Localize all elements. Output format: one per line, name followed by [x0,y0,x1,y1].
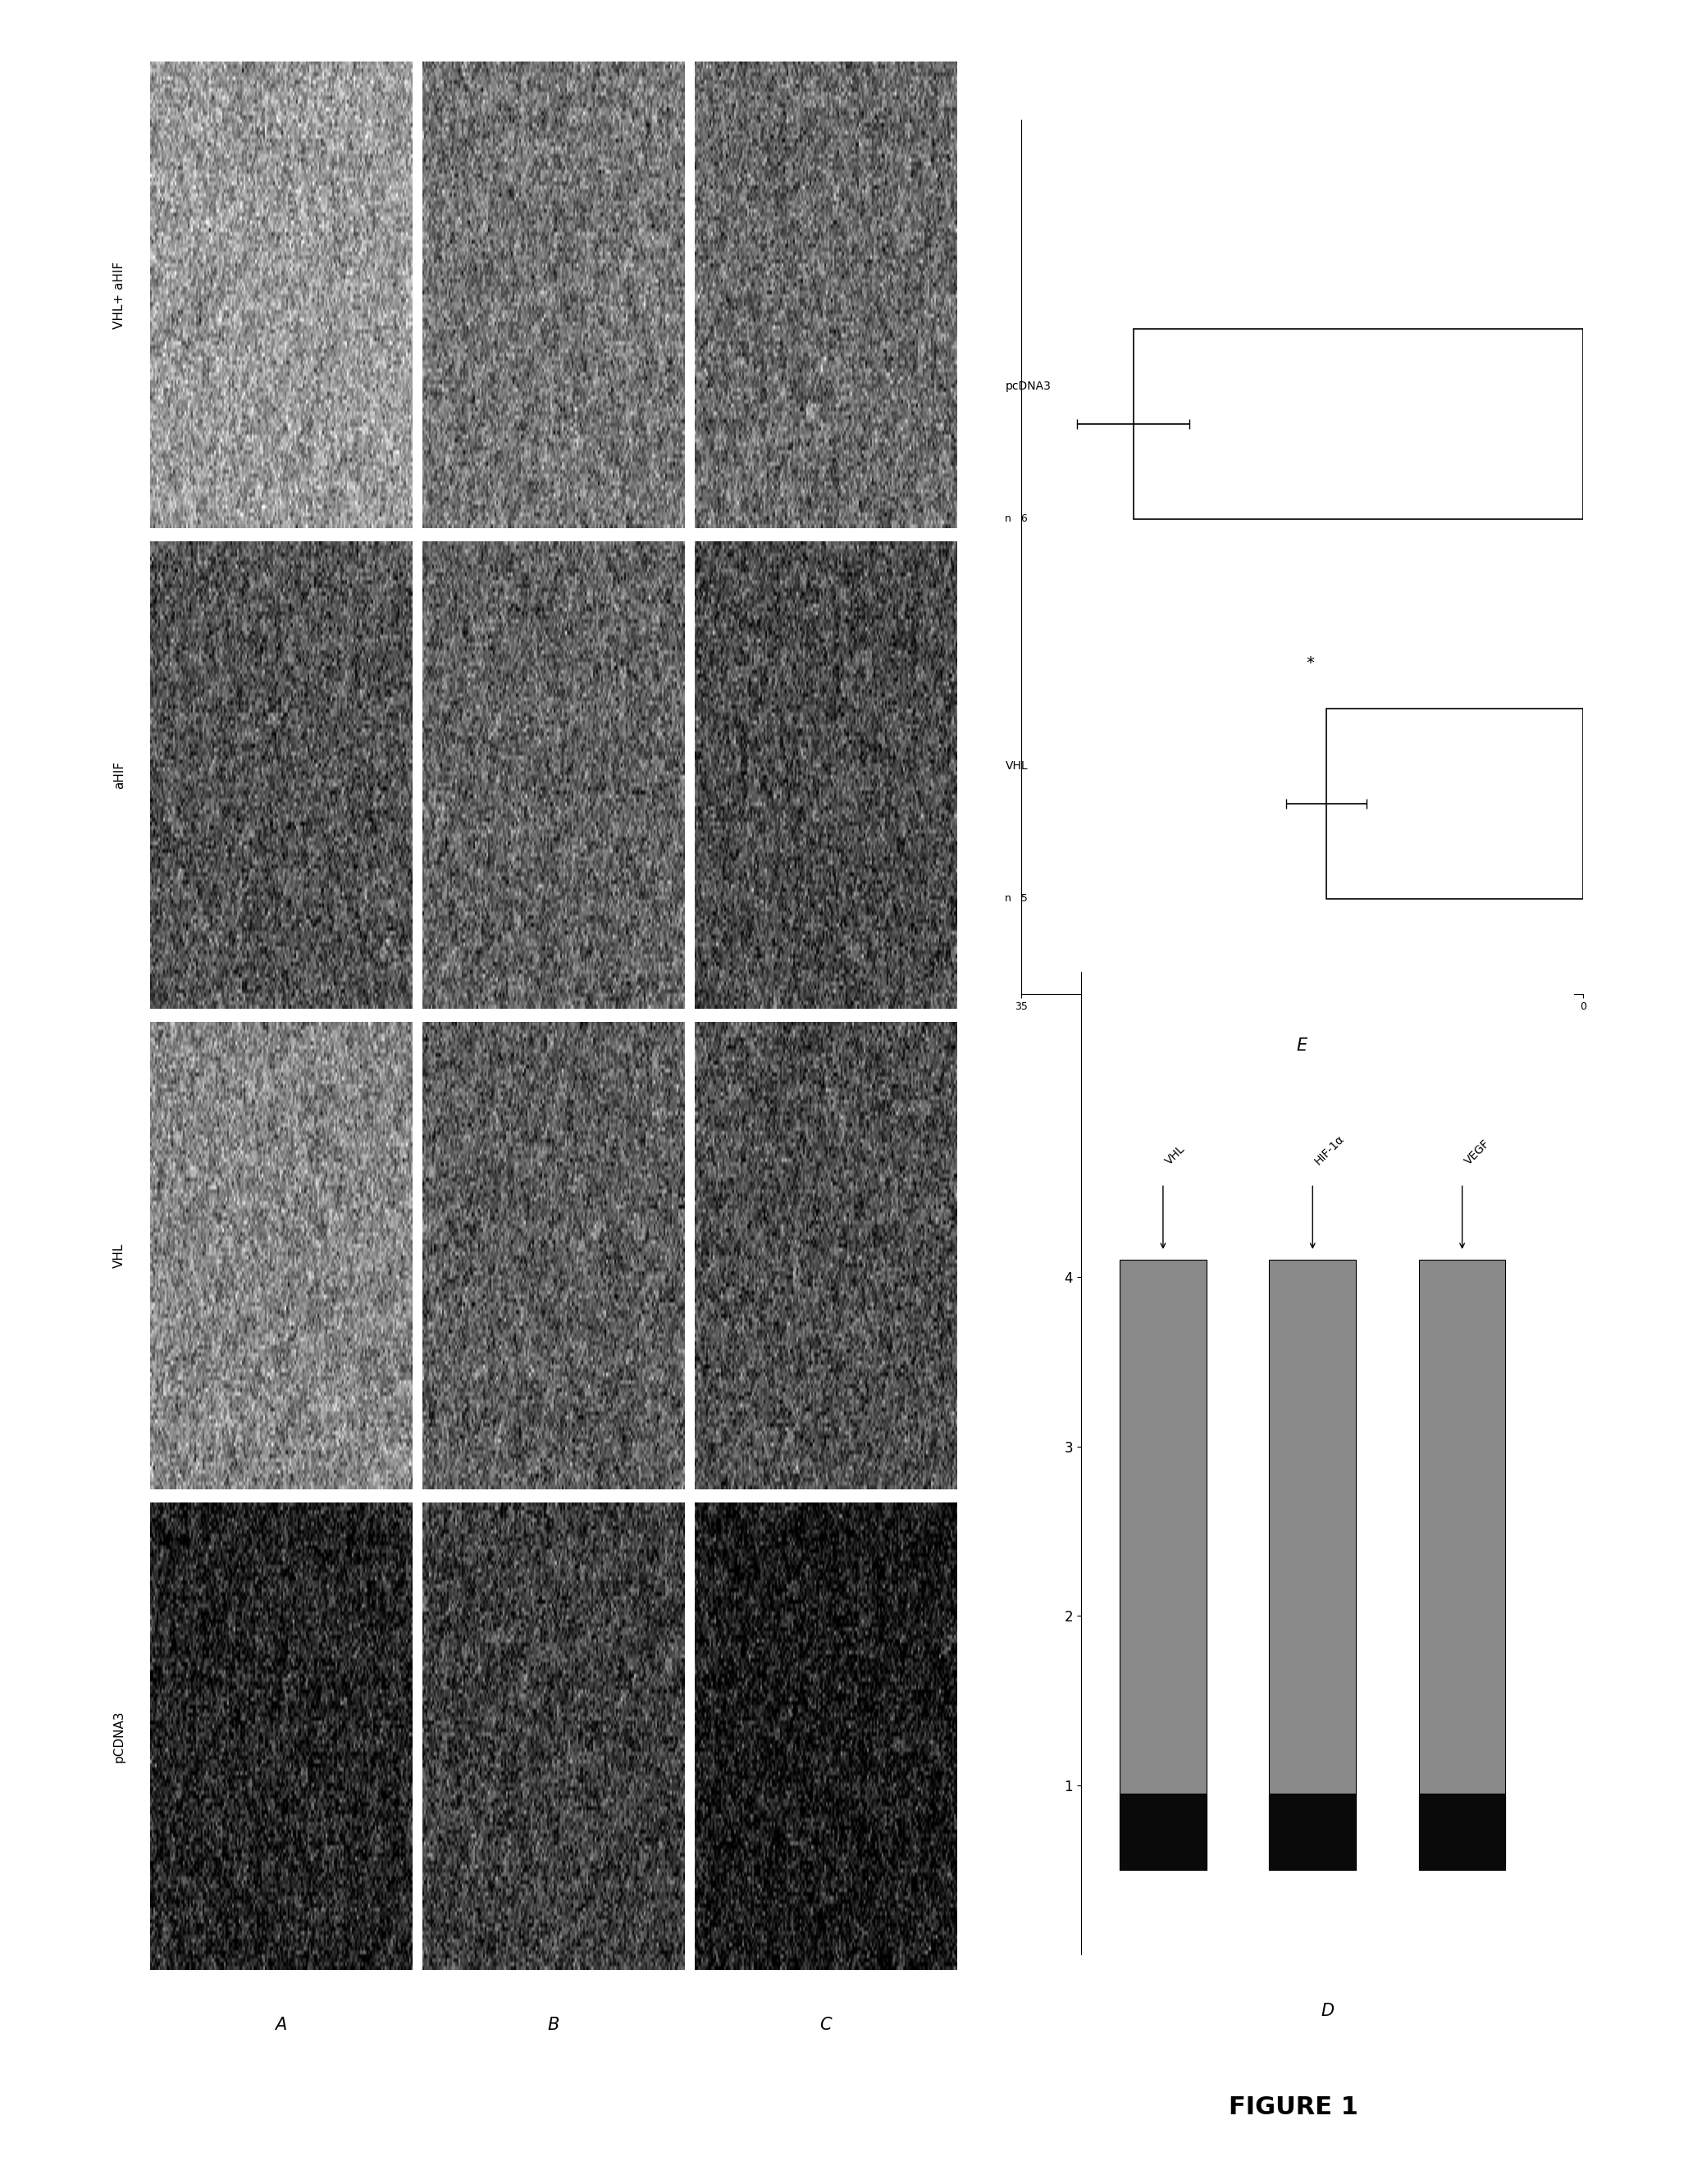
Text: D: D [1321,2003,1334,2020]
Text: VHL+ aHIF: VHL+ aHIF [112,262,126,328]
Text: FIGURE 1: FIGURE 1 [1229,2097,1358,2118]
Bar [1134,330,1583,520]
Text: VHL: VHL [1006,760,1028,771]
Text: VHL: VHL [112,1243,126,1269]
Text: n   6: n 6 [1006,513,1028,524]
Text: A: A [276,2016,286,2033]
Bar [1326,710,1583,900]
Text: pcDNA3: pcDNA3 [1006,380,1050,391]
Bar [1419,1260,1506,1870]
Text: VEGF: VEGF [1462,1138,1491,1166]
Text: B: B [548,2016,558,2033]
Bar [1120,1260,1207,1870]
Text: *: * [1305,655,1314,670]
Text: HIF-1α: HIF-1α [1312,1131,1346,1166]
Bar [1419,1793,1506,1870]
Text: E: E [1297,1037,1307,1055]
Bar [1270,1793,1356,1870]
Text: pCDNA3: pCDNA3 [112,1710,126,1762]
Bar [1270,1260,1356,1870]
Text: aHIF: aHIF [112,762,126,788]
Text: C: C [819,2016,832,2033]
Text: n   5: n 5 [1006,893,1028,904]
Bar [1120,1793,1207,1870]
X-axis label: % HIF positive cells: % HIF positive cells [1248,1018,1356,1029]
Text: VHL: VHL [1162,1142,1188,1166]
